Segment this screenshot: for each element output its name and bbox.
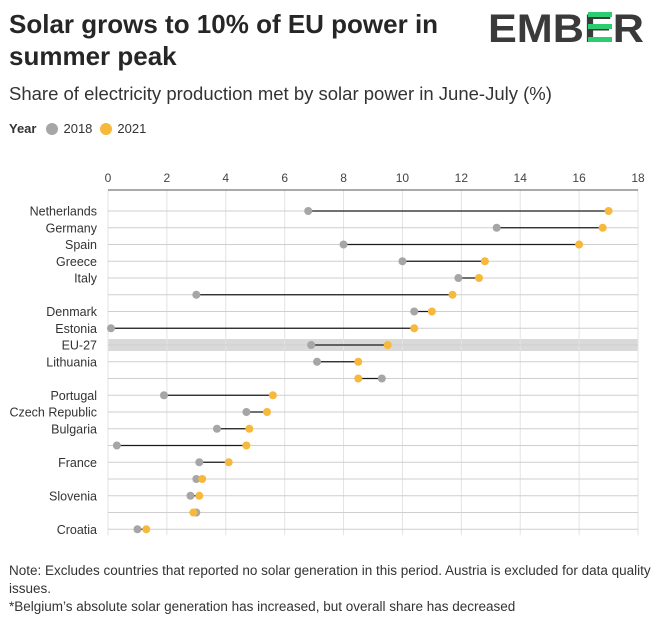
- point-2018: [186, 491, 195, 500]
- point-2021: [195, 491, 204, 500]
- point-2018: [304, 207, 313, 215]
- point-2018: [307, 341, 316, 349]
- category-label: Greece: [56, 255, 97, 269]
- legend-dot-2018: [46, 122, 59, 135]
- point-2021: [575, 240, 584, 249]
- point-2018: [339, 240, 348, 249]
- x-tick-label: 18: [631, 171, 645, 185]
- x-tick-label: 2: [164, 171, 171, 185]
- category-label: Italy: [74, 272, 98, 286]
- category-label: France: [58, 456, 97, 470]
- point-2018: [133, 525, 142, 534]
- footnote-line-1: Note: Excludes countries that reported n…: [9, 563, 651, 596]
- logo-accent-bar-mid: [588, 24, 612, 29]
- point-2018: [106, 324, 115, 333]
- x-tick-label: 10: [396, 171, 410, 185]
- point-2021: [448, 290, 457, 299]
- point-2018: [192, 290, 201, 299]
- point-2021: [427, 307, 436, 316]
- point-2018: [313, 357, 322, 366]
- point-2021: [224, 458, 233, 467]
- point-2021: [142, 525, 151, 534]
- category-label: Bulgaria: [51, 422, 97, 436]
- point-2021: [598, 223, 607, 232]
- legend-label-2021: 2021: [117, 121, 147, 136]
- point-2021: [263, 408, 271, 416]
- point-2021: [604, 207, 613, 215]
- category-label: Netherlands: [30, 205, 97, 219]
- point-2018: [195, 458, 204, 467]
- point-2018: [242, 408, 251, 416]
- x-tick-label: 12: [455, 171, 469, 185]
- point-2021: [242, 441, 251, 450]
- x-tick-label: 6: [281, 171, 288, 185]
- legend-dot-2021: [100, 122, 113, 135]
- ember-logo-text: EMBER: [488, 9, 644, 45]
- point-2018: [192, 475, 201, 483]
- point-2021: [245, 424, 254, 433]
- footnote-line-2: *Belgium’s absolute solar generation has…: [9, 599, 516, 614]
- legend-entry-2021[interactable]: 2021: [100, 121, 146, 136]
- legend-title: Year: [9, 121, 37, 136]
- category-label: Slovenia: [49, 489, 97, 503]
- x-tick-label: 16: [572, 171, 586, 185]
- legend-label-2018: 2018: [63, 121, 93, 136]
- category-label: Croatia: [57, 523, 97, 537]
- footnote: Note: Excludes countries that reported n…: [9, 562, 654, 616]
- point-2018: [410, 307, 419, 316]
- logo-accent-bar-bottom: [588, 37, 612, 42]
- point-2021: [198, 475, 207, 483]
- category-label: Czech Republic: [9, 406, 97, 420]
- point-2021: [268, 391, 277, 400]
- category-label: Germany: [46, 221, 98, 235]
- ember-logo: EMBER: [488, 9, 644, 45]
- point-2021: [480, 257, 489, 266]
- point-2018: [492, 223, 501, 232]
- point-2021: [189, 508, 198, 517]
- category-label: Portugal: [50, 389, 97, 403]
- category-label: Denmark: [46, 305, 97, 319]
- x-tick-label: 8: [340, 171, 347, 185]
- point-2018: [212, 424, 221, 433]
- category-label: Lithuania: [46, 355, 97, 369]
- logo-accent-bar-top: [588, 12, 612, 17]
- category-label: Spain: [65, 238, 97, 252]
- point-2021: [354, 374, 363, 383]
- x-tick-label: 0: [105, 171, 112, 185]
- point-2021: [475, 274, 483, 282]
- category-label: Estonia: [55, 322, 97, 336]
- point-2021: [383, 341, 392, 349]
- point-2021: [410, 324, 419, 333]
- point-2018: [377, 374, 386, 383]
- dumbbell-chart: 0 2 4 6 8 10 12 14 16 18 Netherlands Germany Spain Gr…: [9, 171, 645, 537]
- legend-entry-2018[interactable]: 2018: [46, 121, 92, 136]
- category-label: EU-27: [62, 339, 97, 353]
- point-2018: [398, 257, 407, 266]
- point-2018: [112, 441, 121, 450]
- chart-title: Solar grows to 10% of EU power in summer…: [9, 9, 439, 71]
- point-2018: [454, 274, 463, 282]
- point-2018: [159, 391, 168, 400]
- legend: Year 2018 2021: [9, 121, 154, 136]
- point-2021: [354, 357, 363, 366]
- chart-subtitle: Share of electricity production met by s…: [9, 83, 552, 104]
- x-tick-label: 14: [514, 171, 528, 185]
- x-tick-label: 4: [222, 171, 229, 185]
